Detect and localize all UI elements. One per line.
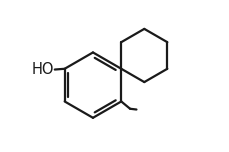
Text: HO: HO <box>31 62 54 77</box>
